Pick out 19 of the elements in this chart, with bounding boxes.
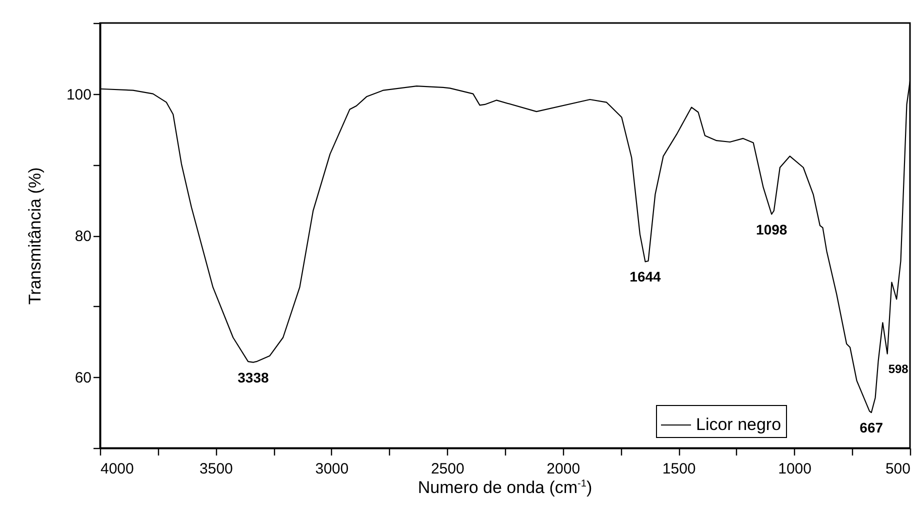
x-tick-label: 500 <box>885 460 910 478</box>
legend-label: Licor negro <box>696 415 782 434</box>
x-tick-label: 1000 <box>778 460 812 478</box>
x-tick-label: 1500 <box>662 460 696 478</box>
y-tick-label: 80 <box>74 228 92 245</box>
x-tick-label: 3000 <box>315 460 349 478</box>
y-tick-label: 60 <box>74 370 92 387</box>
annotation: 1644 <box>630 268 662 285</box>
x-axis-title: Numero de onda (cm$^{-1}$) <box>416 478 594 498</box>
annotation: 598 <box>888 362 909 376</box>
x-tick-label: 4000 <box>100 460 134 478</box>
x-tick-label: 3500 <box>200 460 233 478</box>
x-tick-label: 2000 <box>546 460 580 478</box>
annotation: 667 <box>860 420 884 436</box>
y-tick-label: 100 <box>66 86 92 104</box>
annotation: 1098 <box>756 221 788 238</box>
annotation: 3338 <box>238 369 269 386</box>
y-axis-title: Transmitância (%) <box>25 167 44 305</box>
x-tick-label: 2500 <box>430 460 464 478</box>
